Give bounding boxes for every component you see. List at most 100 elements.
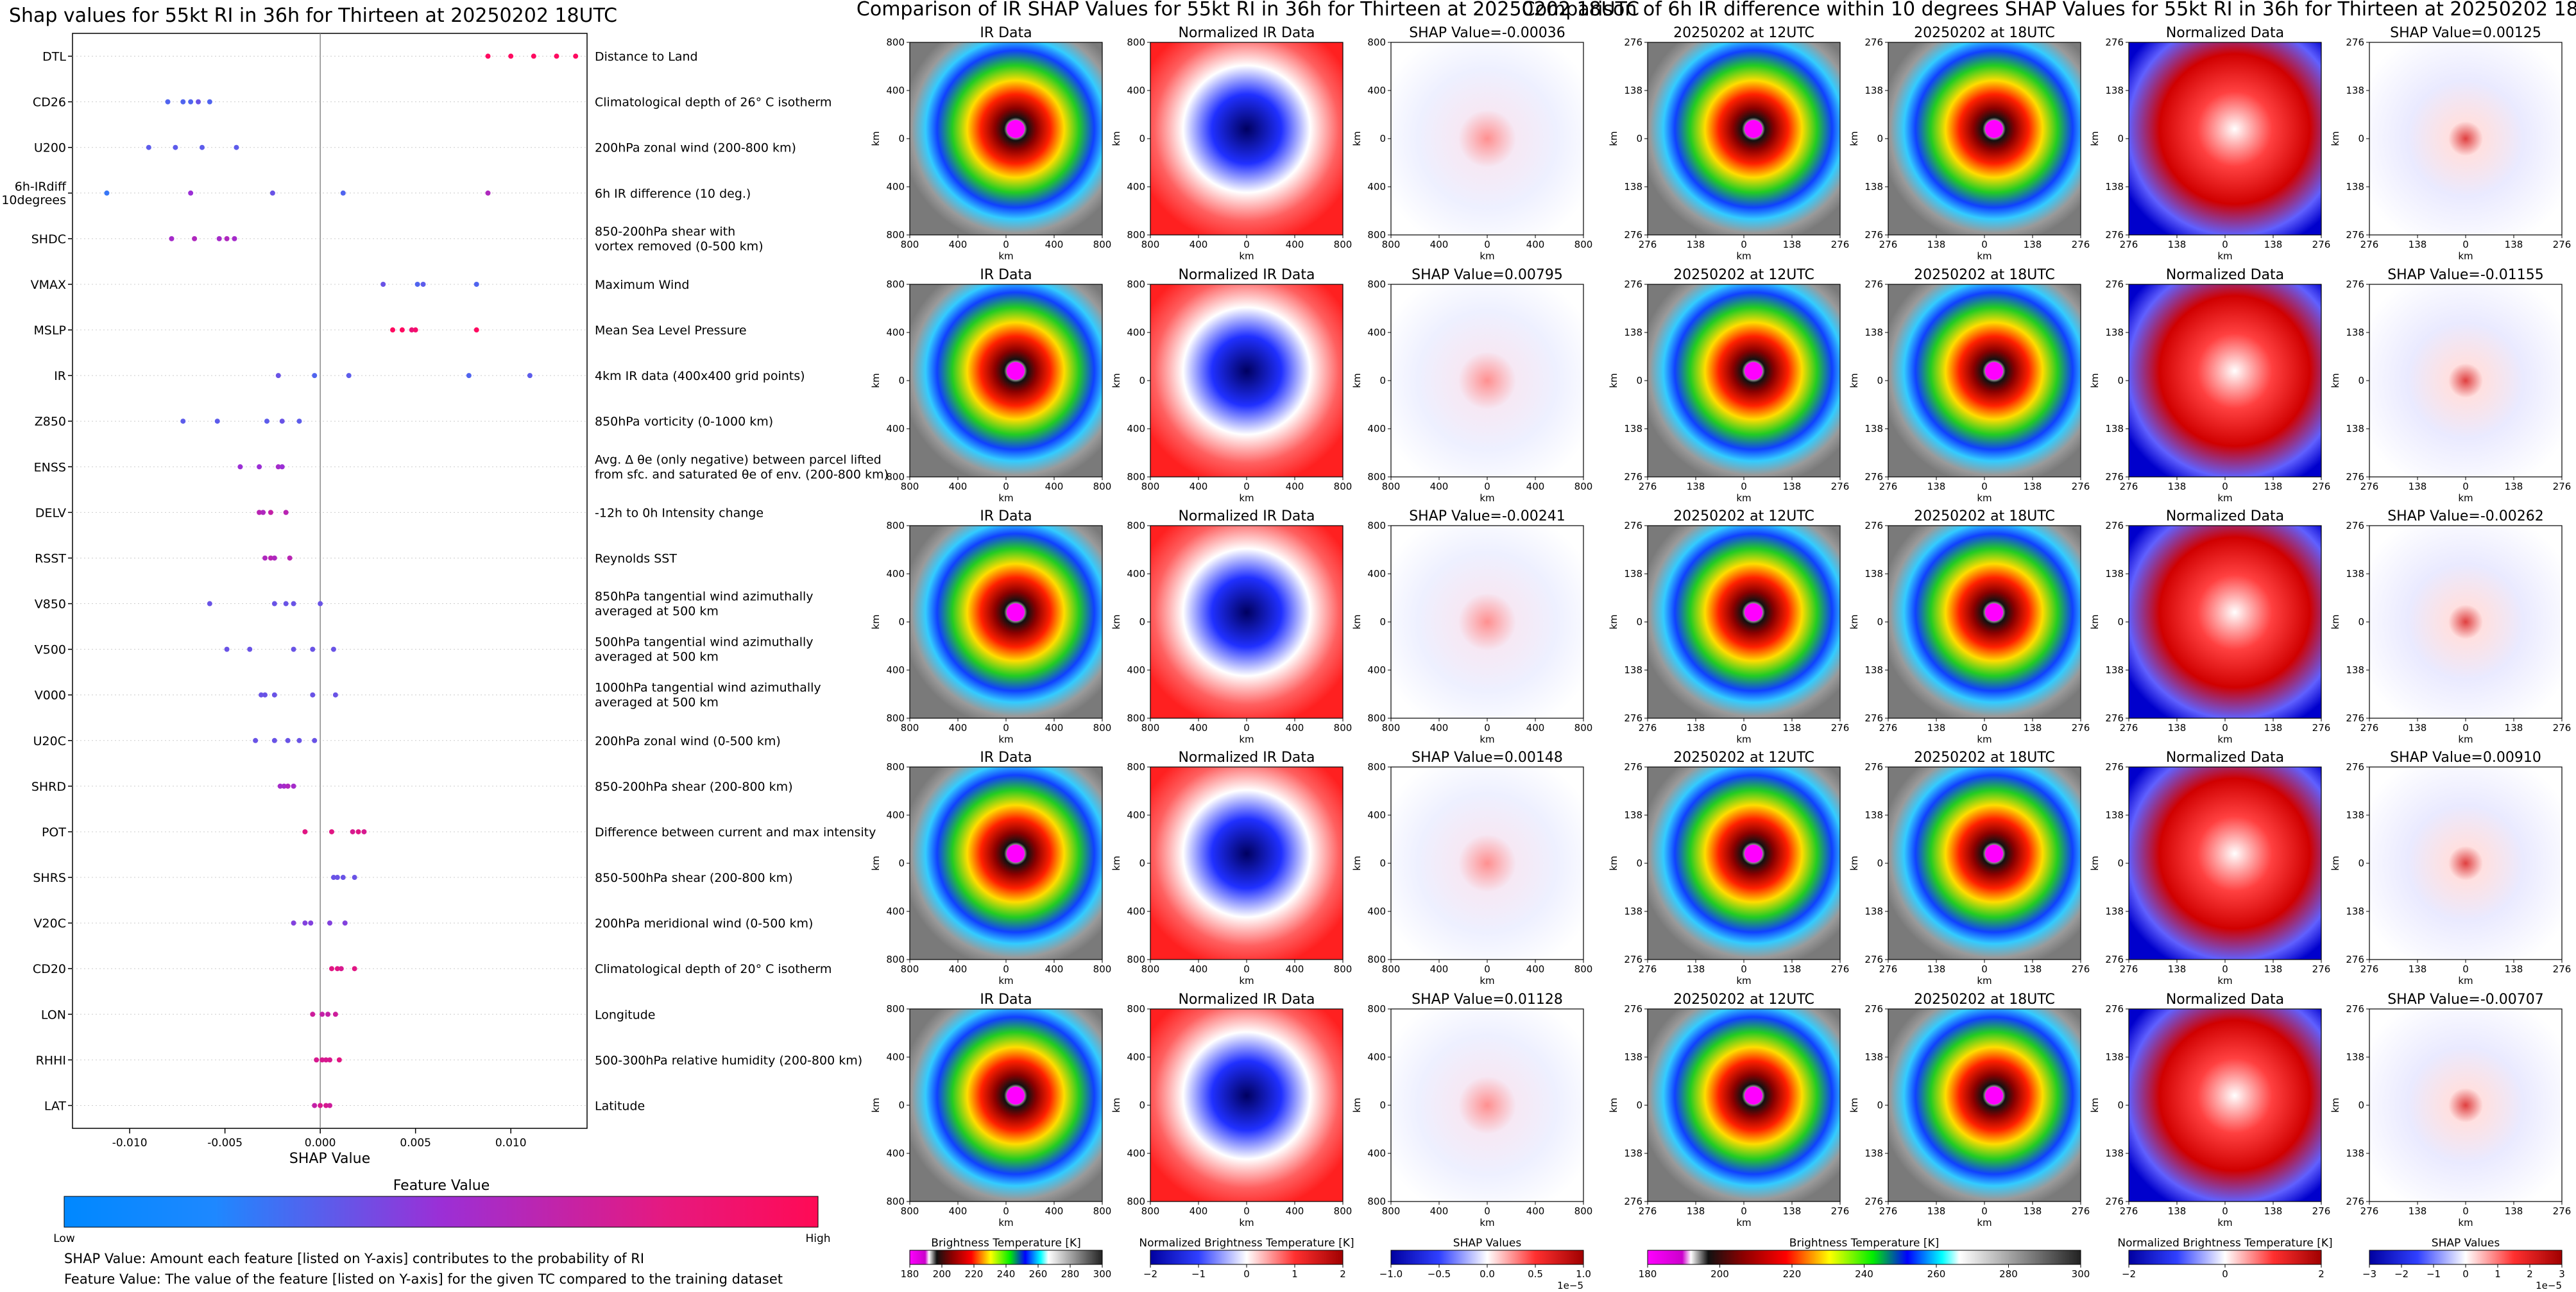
feature-description: 4km IR data (400x400 grid points) xyxy=(595,369,805,383)
map-y-unit: km xyxy=(2089,373,2101,388)
map-y-tick-label: 400 xyxy=(1367,906,1386,917)
map-y-tick-label: 0 xyxy=(2358,1099,2364,1111)
map-x-tick-label: 276 xyxy=(2360,722,2379,734)
map-x-unit: km xyxy=(2458,492,2473,504)
map-y-tick-label: 800 xyxy=(1367,520,1386,531)
map-title: 20250202 at 18UTC xyxy=(1914,267,2055,283)
shap-point xyxy=(302,829,308,834)
map-x-tick-label: 400 xyxy=(1526,481,1545,492)
map-title: Normalized IR Data xyxy=(1178,508,1315,524)
map-title: SHAP Value=-0.01155 xyxy=(2387,267,2544,283)
shap-point xyxy=(207,601,212,607)
shap-point xyxy=(320,1057,325,1063)
map-x-unit: km xyxy=(1239,734,1254,745)
map-x-unit: km xyxy=(1736,492,1751,504)
map-y-unit: km xyxy=(2089,1098,2101,1112)
map-y-tick-label: 400 xyxy=(1127,1051,1145,1063)
map-x-tick-label: 800 xyxy=(1334,481,1352,492)
map-x-tick-label: 138 xyxy=(2168,722,2187,734)
map-y-tick-label: 800 xyxy=(1127,1196,1145,1207)
shap-point xyxy=(173,144,178,150)
map-y-tick-label: 400 xyxy=(886,423,905,435)
shap-point xyxy=(277,783,283,789)
map-x-tick-label: 0 xyxy=(1243,481,1250,492)
map-y-tick-label: 138 xyxy=(1624,568,1642,580)
x-tick-label: 0.010 xyxy=(495,1137,527,1150)
map-y-tick-label: 138 xyxy=(1864,327,1883,338)
feature-description: 850hPa tangential wind azimuthally xyxy=(595,590,814,604)
colorbar-tick-label: −1 xyxy=(1191,1268,1206,1280)
map-y-tick-label: 138 xyxy=(2105,1051,2124,1063)
shap-point xyxy=(192,236,198,241)
map-y-unit: km xyxy=(2089,856,2101,870)
shap-point xyxy=(485,190,491,196)
feature-label: V500 xyxy=(35,643,66,657)
feature-description: 500-300hPa relative humidity (200-800 km… xyxy=(595,1053,862,1067)
map-title: SHAP Value=0.00125 xyxy=(2390,25,2541,41)
map-x-unit: km xyxy=(2217,492,2232,504)
map-x-tick-label: 276 xyxy=(1831,481,1850,492)
map-y-tick-label: 400 xyxy=(1367,809,1386,821)
shap-point xyxy=(340,875,346,881)
map-x-tick-label: 0 xyxy=(1981,1205,1988,1217)
map-x-tick-label: 276 xyxy=(1639,963,1657,975)
colorbar-exponent: 1e−5 xyxy=(2536,1280,2562,1289)
map-y-tick-label: 800 xyxy=(886,712,905,724)
feature-description: vortex removed (0-500 km) xyxy=(595,239,763,254)
shap-point xyxy=(283,510,289,515)
map-y-tick-label: 800 xyxy=(886,520,905,531)
map-x-tick-label: 276 xyxy=(1831,239,1850,250)
colorbar-tick-label: 2 xyxy=(2527,1268,2533,1280)
map-y-tick-label: 138 xyxy=(2346,85,2364,96)
feature-description: 6h IR difference (10 deg.) xyxy=(595,187,751,201)
map-y-tick-label: 138 xyxy=(2105,568,2124,580)
map-y-tick-label: 0 xyxy=(2358,616,2364,628)
shap-point xyxy=(352,875,357,881)
ir-18utc-image xyxy=(1888,1009,2081,1202)
colorbar-tick-label: 180 xyxy=(1639,1268,1657,1280)
map-y-tick-label: 138 xyxy=(1864,1148,1883,1159)
map-y-tick-label: 276 xyxy=(2346,1003,2364,1015)
map-x-tick-label: 0 xyxy=(1981,239,1988,250)
colorbar-exponent: 1e−5 xyxy=(1557,1280,1583,1289)
map-title: Normalized IR Data xyxy=(1178,267,1315,283)
map-x-tick-label: 276 xyxy=(1879,481,1898,492)
shap-point xyxy=(247,646,253,652)
map-y-unit: km xyxy=(1608,856,1619,870)
shap-point xyxy=(332,692,338,698)
map-x-tick-label: 276 xyxy=(2360,1205,2379,1217)
map-y-unit: km xyxy=(2089,614,2101,629)
map-y-unit: km xyxy=(1111,614,1122,629)
map-y-tick-label: 276 xyxy=(2346,712,2364,724)
map-y-tick-label: 138 xyxy=(2346,327,2364,338)
shap-point xyxy=(199,144,205,150)
map-x-unit: km xyxy=(1977,1217,1992,1228)
shap-point xyxy=(264,418,269,424)
map-x-tick-label: 138 xyxy=(2024,963,2042,975)
storm-eye xyxy=(1007,845,1025,863)
map-y-tick-label: 276 xyxy=(1864,229,1883,241)
x-tick-label: -0.010 xyxy=(112,1137,148,1150)
map-y-tick-label: 276 xyxy=(1864,761,1883,773)
colorbar-tick-label: 200 xyxy=(1710,1268,1729,1280)
map-y-tick-label: 276 xyxy=(2105,1003,2124,1015)
map-x-tick-label: 800 xyxy=(1334,239,1352,250)
feature-label: V000 xyxy=(35,689,66,703)
map-y-tick-label: 400 xyxy=(886,664,905,676)
map-y-unit: km xyxy=(2330,131,2341,146)
normalized-diff-image xyxy=(2129,284,2321,477)
colorbar-tick-label: 300 xyxy=(2072,1268,2090,1280)
map-x-unit: km xyxy=(1977,492,1992,504)
map-x-unit: km xyxy=(1239,250,1254,262)
map-x-tick-label: 0 xyxy=(2222,722,2228,734)
shap-diff-map-image xyxy=(2369,284,2562,477)
map-x-tick-label: 800 xyxy=(1574,1205,1593,1217)
feature-value-note: Feature Value: The value of the feature … xyxy=(64,1271,783,1287)
map-y-unit: km xyxy=(1848,131,1860,146)
map-x-tick-label: 138 xyxy=(1783,1205,1802,1217)
x-tick-label: 0.000 xyxy=(305,1137,336,1150)
colorbar-tick-label: 240 xyxy=(1855,1268,1873,1280)
shap-point xyxy=(279,418,285,424)
map-y-tick-label: 800 xyxy=(1367,954,1386,965)
map-y-tick-label: 400 xyxy=(1127,664,1145,676)
